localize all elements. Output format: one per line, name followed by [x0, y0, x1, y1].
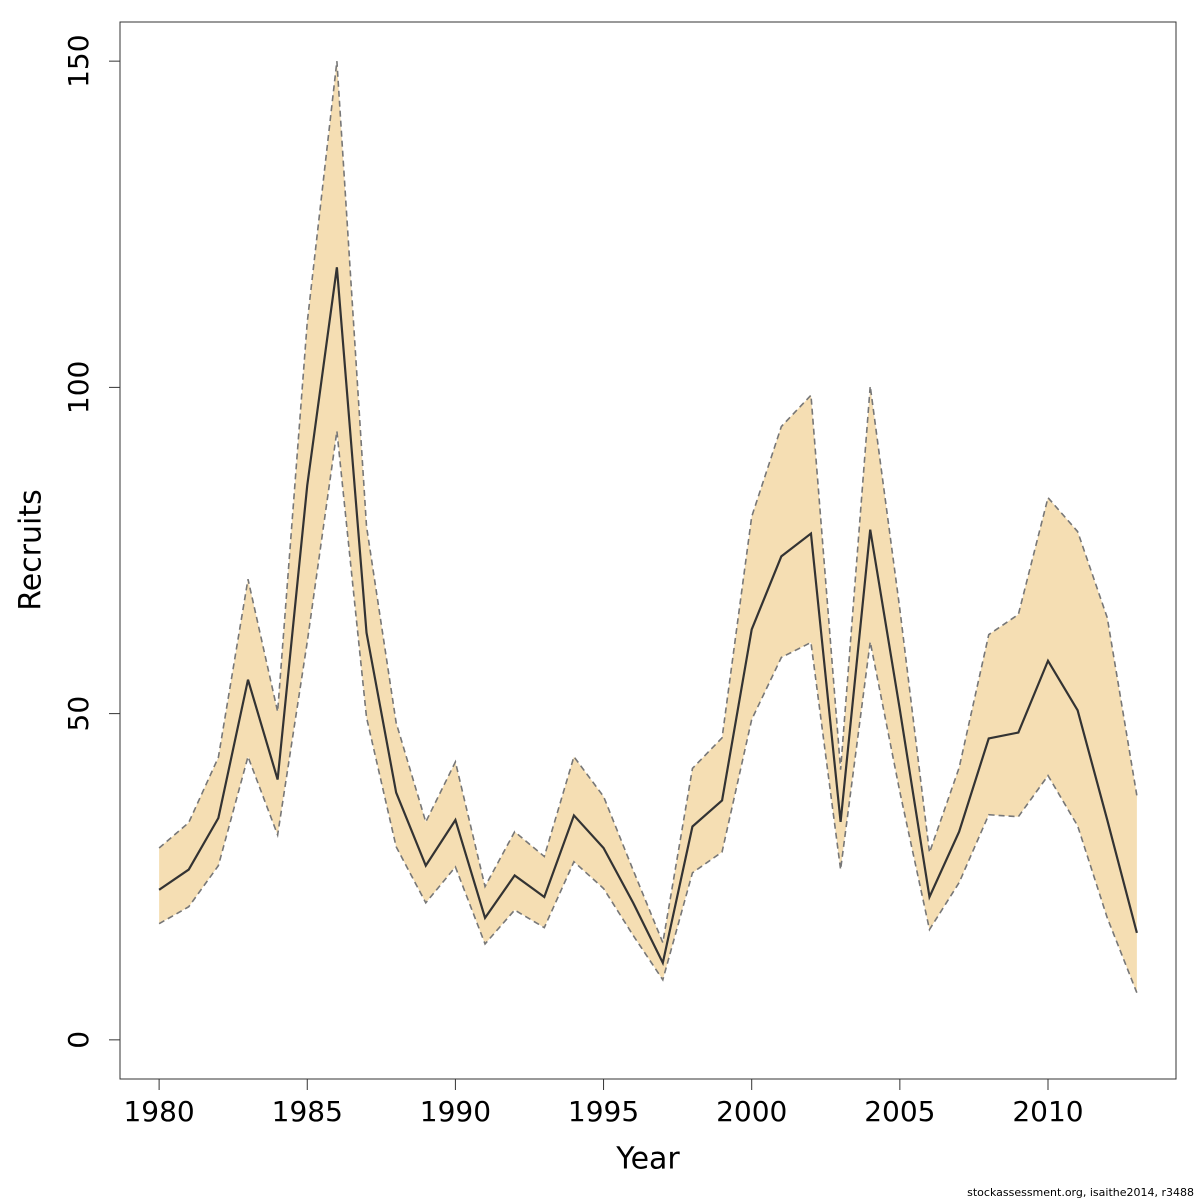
footnote: stockassessment.org, isaithe2014, r3488 [967, 1186, 1194, 1199]
y-tick-label: 100 [62, 361, 95, 414]
recruits-line [158, 267, 1138, 967]
y-axis-label: Recruits [14, 489, 49, 611]
upper-bound [158, 61, 1138, 946]
y-tick-label: 150 [62, 34, 95, 87]
x-tick-label: 2005 [864, 1095, 935, 1128]
x-tick-label: 1980 [123, 1095, 194, 1128]
y-tick-label: 0 [62, 1031, 95, 1049]
x-tick-label: 1995 [568, 1095, 639, 1128]
lower-bound [158, 430, 1138, 994]
x-tick-label: 2010 [1012, 1095, 1083, 1128]
y-tick-label: 50 [62, 696, 95, 732]
x-tick-label: 1985 [272, 1095, 343, 1128]
x-tick-label: 2000 [716, 1095, 787, 1128]
x-axis-label: Year [615, 1142, 680, 1177]
x-tick-label: 1990 [420, 1095, 491, 1128]
confidence-band [159, 61, 1137, 993]
